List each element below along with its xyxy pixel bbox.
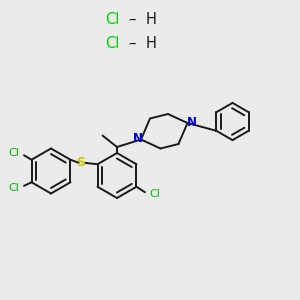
Text: –: – <box>128 36 136 51</box>
Text: H: H <box>146 12 156 27</box>
Text: H: H <box>146 36 156 51</box>
Text: Cl: Cl <box>150 189 160 199</box>
Text: Cl: Cl <box>9 148 20 158</box>
Text: Cl: Cl <box>9 183 20 193</box>
Text: –: – <box>128 12 136 27</box>
Text: N: N <box>186 116 197 130</box>
Text: Cl: Cl <box>106 12 120 27</box>
Text: Cl: Cl <box>106 36 120 51</box>
Text: N: N <box>132 132 142 145</box>
Text: S: S <box>76 156 85 169</box>
